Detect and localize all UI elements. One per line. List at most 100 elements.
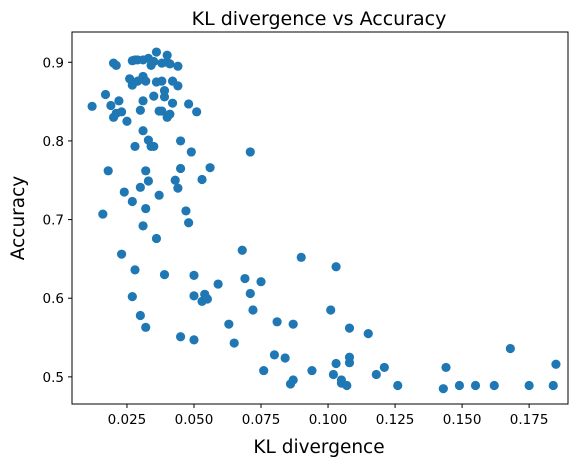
data-point bbox=[159, 92, 170, 102]
data-point bbox=[157, 106, 167, 116]
data-point bbox=[173, 61, 183, 71]
x-tick-label: 0.150 bbox=[443, 412, 482, 428]
data-point bbox=[149, 56, 159, 67]
y-tick-label: 0.5 bbox=[43, 370, 64, 386]
data-point bbox=[135, 182, 145, 192]
y-tick-label: 0.7 bbox=[43, 213, 64, 229]
data-point bbox=[331, 262, 341, 272]
data-point bbox=[326, 305, 336, 315]
data-point bbox=[173, 81, 183, 91]
data-point bbox=[189, 270, 199, 281]
data-point bbox=[87, 101, 97, 111]
data-point bbox=[159, 85, 170, 96]
data-point bbox=[505, 343, 515, 354]
data-point bbox=[117, 249, 127, 259]
data-point bbox=[524, 380, 534, 391]
data-point bbox=[127, 292, 137, 302]
data-point bbox=[269, 350, 280, 360]
data-point bbox=[240, 273, 250, 284]
data-point bbox=[138, 126, 148, 136]
data-point bbox=[165, 59, 175, 69]
data-point bbox=[149, 141, 159, 152]
data-point bbox=[141, 76, 151, 86]
data-point bbox=[141, 203, 151, 214]
data-point bbox=[173, 183, 183, 193]
data-point bbox=[170, 175, 180, 185]
x-tick-label: 0.175 bbox=[510, 412, 549, 428]
data-point bbox=[111, 60, 121, 71]
data-point bbox=[259, 365, 269, 376]
data-point bbox=[393, 380, 403, 391]
data-point bbox=[181, 206, 191, 216]
data-point bbox=[117, 107, 127, 117]
data-point bbox=[165, 109, 175, 119]
x-tick-label: 0.075 bbox=[242, 412, 281, 428]
data-point bbox=[103, 166, 113, 176]
data-point bbox=[122, 116, 132, 126]
data-point bbox=[149, 91, 159, 101]
data-point bbox=[184, 218, 194, 228]
data-point bbox=[202, 294, 212, 304]
y-axis-label: Accuracy bbox=[8, 176, 29, 261]
data-point bbox=[157, 76, 167, 86]
data-point bbox=[296, 252, 306, 262]
data-point bbox=[328, 369, 339, 380]
data-point bbox=[175, 136, 186, 146]
data-point bbox=[441, 362, 451, 373]
data-point bbox=[229, 338, 239, 348]
data-point bbox=[100, 89, 111, 100]
y-tick-label: 0.8 bbox=[43, 134, 64, 150]
data-point bbox=[119, 187, 129, 197]
x-tick-label: 0.100 bbox=[309, 412, 348, 428]
data-point bbox=[186, 147, 196, 157]
data-point bbox=[237, 245, 247, 255]
data-point bbox=[344, 323, 355, 333]
plot-area bbox=[71, 31, 569, 405]
points-layer bbox=[87, 47, 561, 394]
data-point bbox=[130, 265, 140, 275]
y-tick-label: 0.9 bbox=[43, 55, 64, 71]
data-point bbox=[151, 47, 162, 57]
data-point bbox=[363, 329, 373, 339]
data-point bbox=[470, 380, 481, 391]
data-point bbox=[245, 288, 255, 299]
data-point bbox=[143, 176, 154, 186]
data-point bbox=[454, 380, 465, 391]
x-axis-label: KL divergence bbox=[253, 437, 384, 458]
data-point bbox=[192, 107, 202, 117]
data-point bbox=[224, 319, 234, 329]
data-point bbox=[189, 335, 199, 345]
data-point bbox=[138, 96, 148, 106]
data-point bbox=[288, 319, 298, 329]
x-tick-label: 0.025 bbox=[108, 412, 147, 428]
data-point bbox=[197, 174, 207, 185]
data-point bbox=[141, 322, 151, 332]
data-point bbox=[331, 358, 341, 369]
data-point bbox=[175, 163, 186, 174]
data-point bbox=[288, 375, 298, 385]
y-axis: 0.5 0.6 0.7 0.8 0.9 bbox=[43, 55, 72, 386]
data-point bbox=[159, 270, 170, 280]
data-point bbox=[184, 99, 194, 109]
data-point bbox=[256, 277, 266, 287]
data-point bbox=[548, 380, 558, 391]
data-point bbox=[551, 359, 561, 369]
data-point bbox=[371, 369, 381, 380]
data-point bbox=[189, 291, 199, 301]
data-point bbox=[205, 163, 215, 173]
data-point bbox=[130, 141, 140, 152]
x-axis: 0.025 0.050 0.075 0.100 0.125 0.150 0.175 bbox=[108, 404, 549, 428]
data-point bbox=[114, 96, 124, 106]
data-point bbox=[342, 380, 352, 391]
chart-title: KL divergence vs Accuracy bbox=[192, 8, 447, 30]
data-point bbox=[98, 209, 108, 219]
data-point bbox=[272, 317, 282, 327]
data-point bbox=[379, 362, 389, 373]
data-point bbox=[141, 166, 151, 176]
data-point bbox=[167, 98, 178, 108]
data-point bbox=[135, 105, 145, 115]
x-tick-label: 0.050 bbox=[175, 412, 214, 428]
y-tick-label: 0.6 bbox=[43, 291, 64, 307]
data-point bbox=[127, 196, 137, 207]
